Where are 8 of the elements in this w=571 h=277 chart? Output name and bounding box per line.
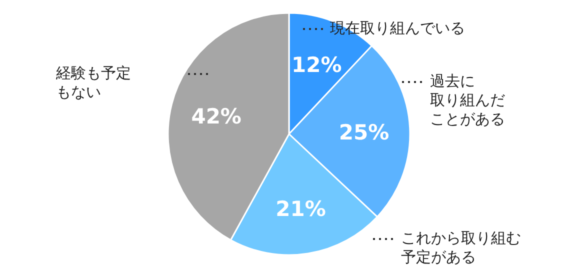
data-label: 25% [338,120,390,145]
slice-label: これから取り組む予定がある [401,229,521,266]
slice-label: 現在取り組んでいる [330,19,465,37]
data-label: 21% [276,197,326,222]
slice-label: 過去に取り組んだことがある [430,72,505,128]
data-label: 12% [291,53,342,78]
slice-label: 経験も予定もない [55,64,131,101]
data-label: 42% [191,104,242,128]
